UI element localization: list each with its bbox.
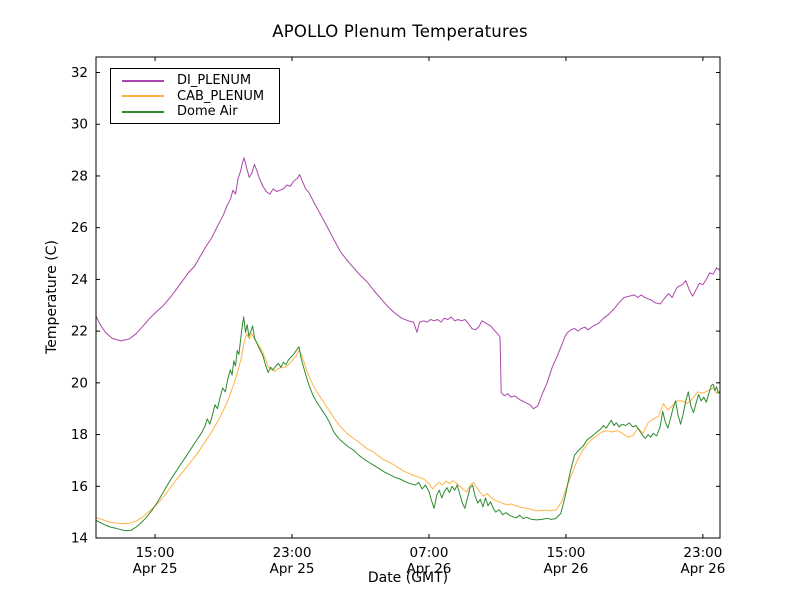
y-tick-label: 16: [71, 479, 88, 495]
y-tick-label: 24: [71, 272, 88, 288]
x-axis-label: Date (GMT): [367, 570, 449, 586]
y-tick-label: 14: [71, 531, 88, 547]
x-tick-date-label: Apr 25: [133, 561, 178, 577]
legend-label-cab-plenum: CAB_PLENUM: [177, 88, 265, 104]
y-tick-label: 22: [71, 324, 88, 340]
x-tick-time-label: 23:00: [683, 545, 722, 561]
series-line-di-plenum: [96, 157, 720, 410]
legend-item-di-plenum: DI_PLENUM: [111, 73, 279, 89]
x-tick-date-label: Apr 26: [680, 561, 725, 577]
x-tick-time-label: 07:00: [410, 545, 449, 561]
y-tick-label: 20: [71, 375, 88, 391]
y-tick-label: 26: [71, 220, 88, 236]
di-plenum-line-swatch: [122, 79, 164, 82]
y-tick-label: 32: [71, 65, 88, 81]
legend-item-dome-air: Dome Air: [111, 104, 279, 120]
dome-air-line-swatch: [122, 110, 164, 113]
cab-plenum-line-swatch: [122, 95, 164, 98]
x-tick-time-label: 15:00: [546, 545, 585, 561]
y-tick-label: 28: [71, 168, 88, 184]
y-tick-label: 30: [71, 117, 88, 133]
series-line-dome-air: [96, 316, 720, 532]
plot-frame: [95, 56, 721, 539]
chart-title: APOLLO Plenum Temperatures: [272, 22, 528, 41]
legend: DI_PLENUM CAB_PLENUM Dome Air: [110, 68, 280, 124]
legend-label-di-plenum: DI_PLENUM: [177, 73, 252, 89]
series-line-cab-plenum: [96, 333, 720, 525]
x-tick-date-label: Apr 26: [407, 561, 452, 577]
x-tick-date-label: Apr 25: [270, 561, 315, 577]
y-axis-label: Temperature (C): [44, 240, 60, 354]
x-tick-time-label: 15:00: [136, 545, 175, 561]
x-tick-time-label: 23:00: [273, 545, 312, 561]
legend-item-cab-plenum: CAB_PLENUM: [111, 89, 279, 105]
x-tick-date-label: Apr 26: [544, 561, 589, 577]
legend-label-dome-air: Dome Air: [177, 104, 238, 120]
y-tick-label: 18: [71, 427, 88, 443]
